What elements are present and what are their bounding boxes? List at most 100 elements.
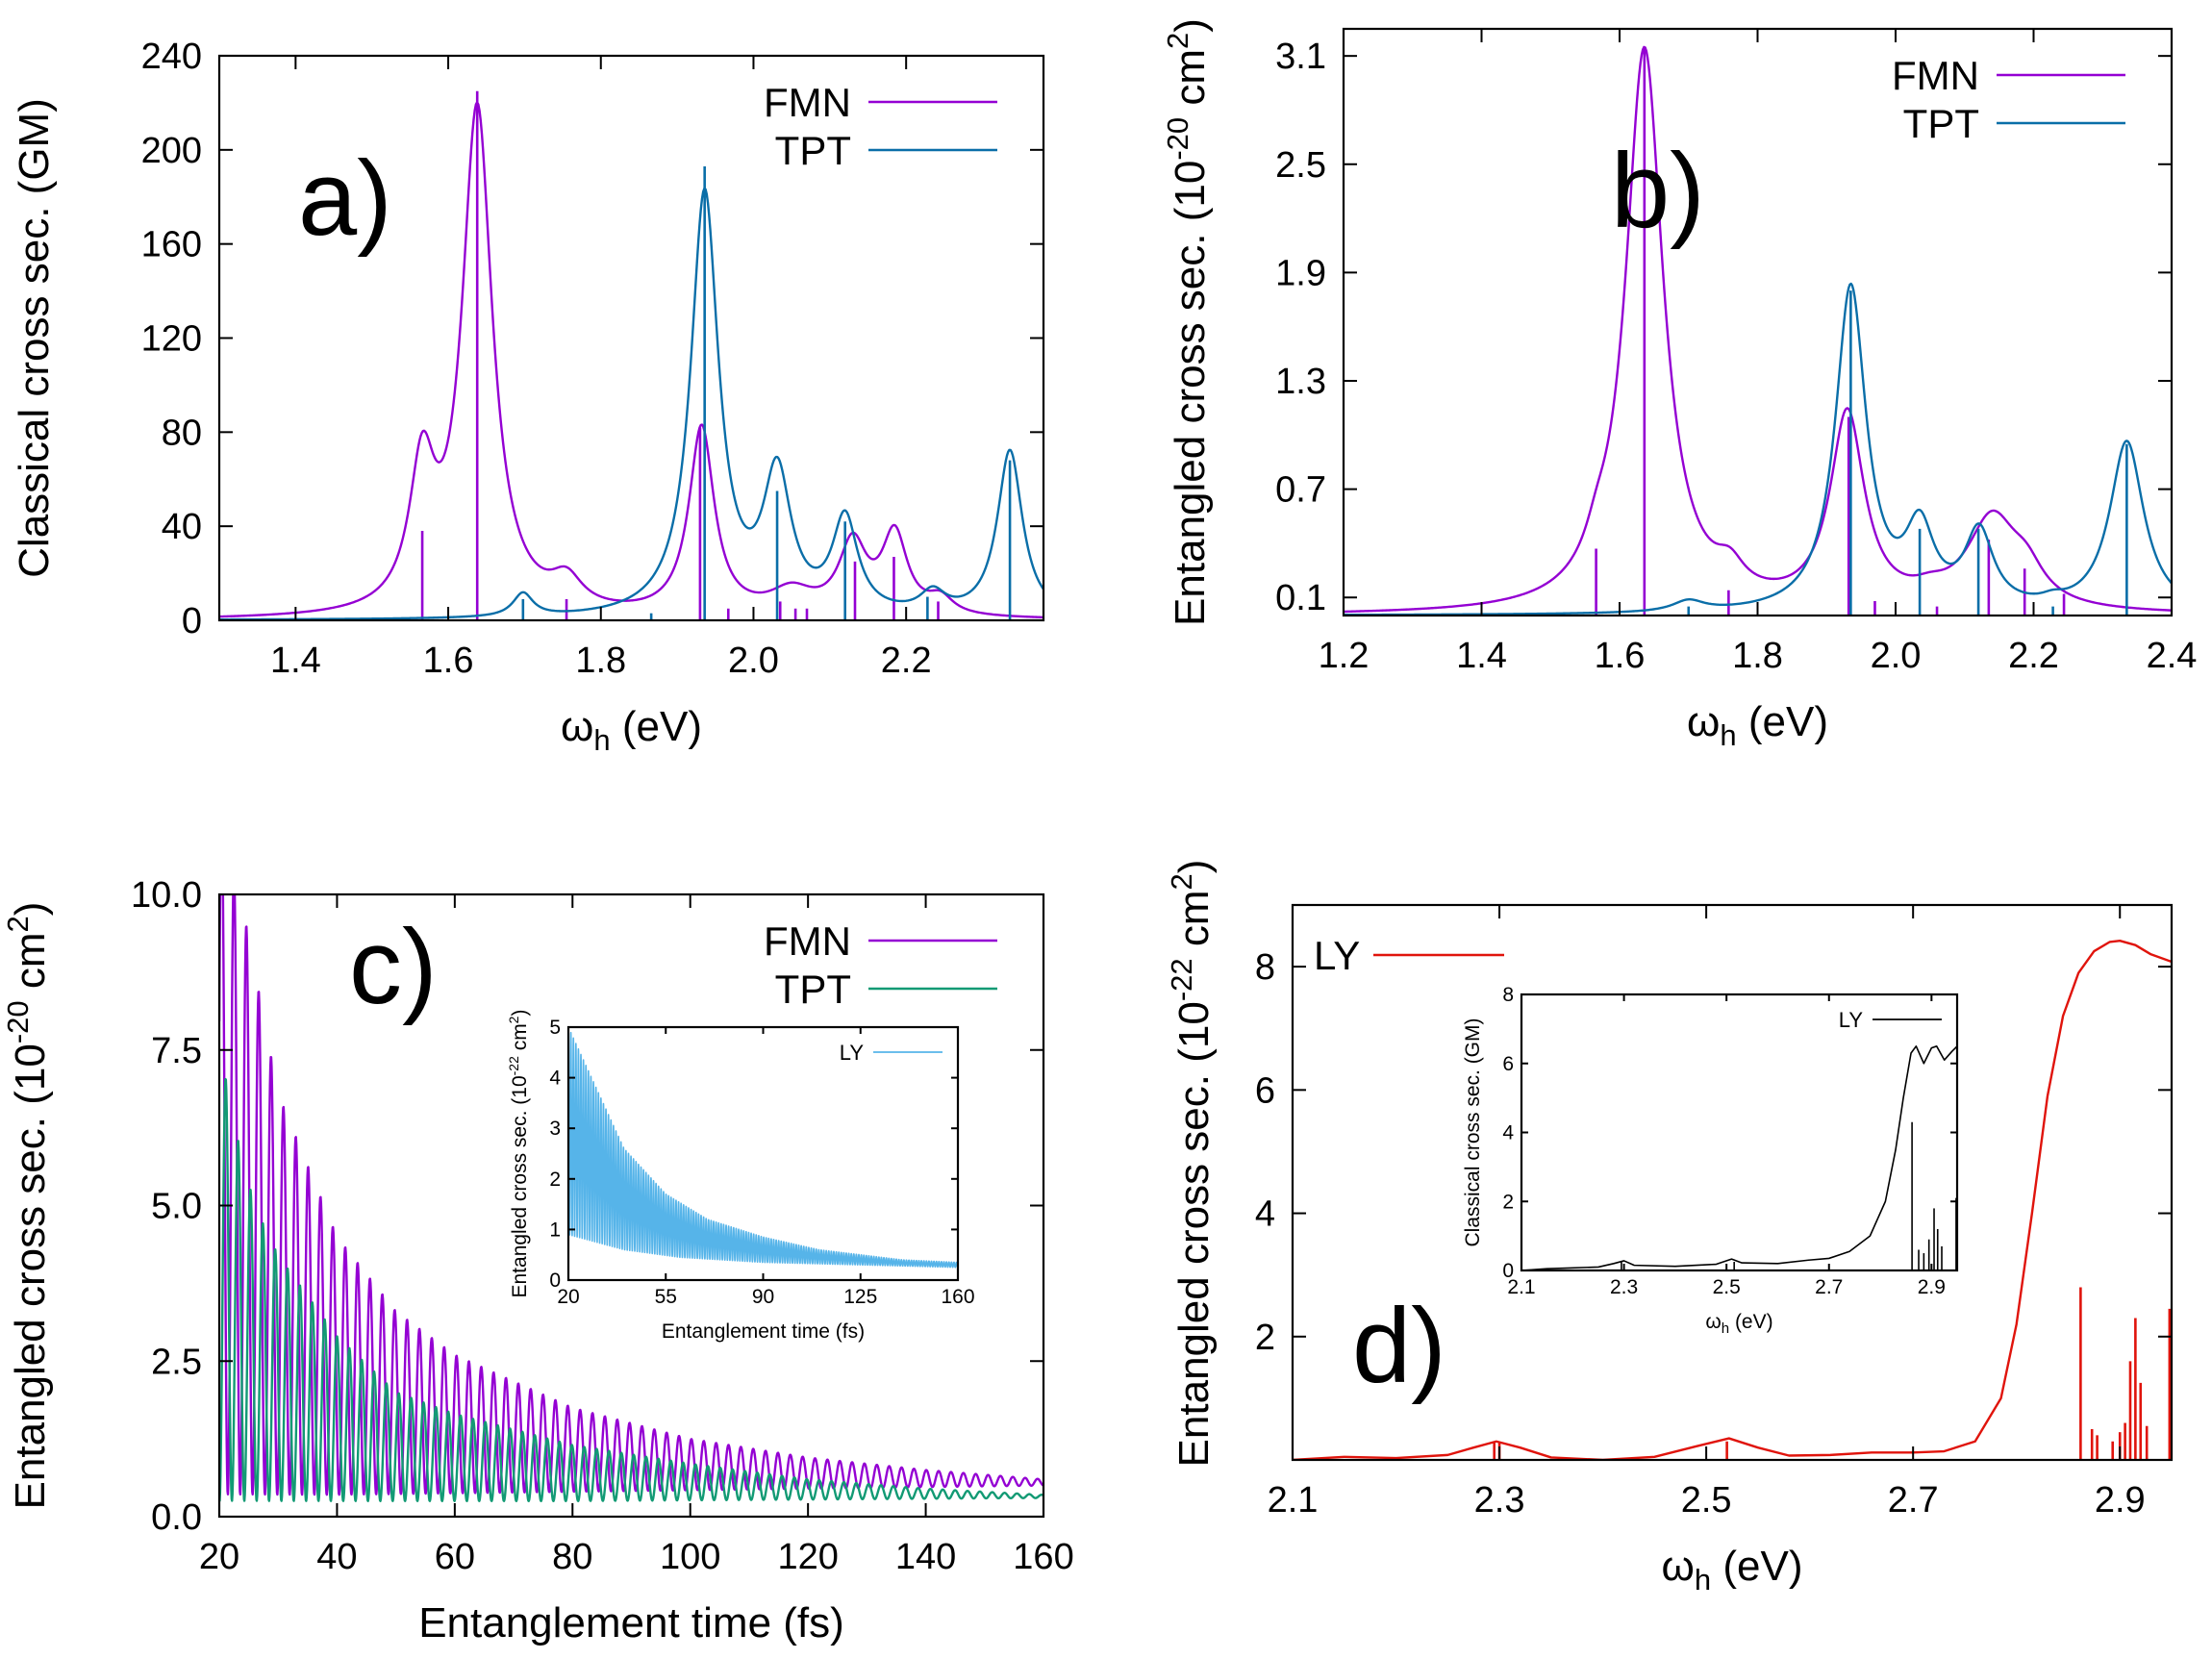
panel-b-x-tick-label: 1.8	[1732, 636, 1783, 676]
panel-a-y-tick-label: 200	[141, 131, 202, 171]
panel-d-inset-y-tick-label: 0	[1502, 1260, 1514, 1282]
panel-d-ly-line	[1293, 939, 2172, 1460]
panel-d-inset-y-tick-label: 2	[1502, 1191, 1514, 1213]
panel-d-inset-y-axis-title: Classical cross sec. (GM)	[1462, 1018, 1484, 1246]
panel-c-inset-y-tick-label: 0	[549, 1269, 561, 1292]
panel-c-inset-y-tick-label: 4	[549, 1068, 561, 1090]
panel-a-legend-label: FMN	[764, 80, 851, 125]
panel-d-inset-x-axis-title: ωh (eV)	[1705, 1311, 1772, 1337]
panel-b-x-tick-label: 2.2	[2008, 636, 2059, 676]
panel-c-inset-x-tick-label: 160	[941, 1286, 974, 1308]
panel-c-x-tick-label: 160	[1013, 1537, 1073, 1577]
panel-d-inset-x-tick-label: 2.1	[1507, 1276, 1535, 1298]
panel-c-inset-series-ly	[568, 1027, 958, 1269]
panel-a-y-tick-label: 120	[141, 319, 202, 360]
panel-c-inset-y-tick-label: 2	[549, 1169, 561, 1191]
panel-c-legend-label: FMN	[764, 918, 851, 964]
panel-a-y-tick-label: 40	[162, 507, 202, 547]
panel-a-y-axis-title: Classical cross sec. (GM)	[11, 98, 58, 578]
panel-d-inset-y-tick-label: 8	[1502, 984, 1514, 1006]
panel-b-x-tick-label: 1.2	[1319, 636, 1370, 676]
panel-b-x-tick-label: 1.4	[1456, 636, 1507, 676]
panel-d-x-tick-label: 2.9	[2095, 1480, 2146, 1521]
panel-c-y-tick-label: 0.0	[151, 1497, 202, 1538]
panel-d-inset-x-tick-label: 2.9	[1918, 1276, 1946, 1298]
panel-b-tpt-line	[1344, 282, 2172, 616]
panel-a-fmn-line	[219, 101, 1043, 619]
panel-d-y-axis-title: Entangled cross sec. (10-22 cm2)	[1165, 860, 1218, 1468]
panel-c-inset-x-axis-title: Entanglement time (fs)	[662, 1320, 865, 1343]
panel-b-y-tick-label: 0.1	[1275, 578, 1326, 618]
panel-b-series-fmn	[1344, 45, 2172, 616]
panel-a-y-tick-label: 160	[141, 225, 202, 265]
panel-c-inset-x-tick-label: 90	[752, 1286, 774, 1308]
panel-b-plot-frame	[1342, 27, 2174, 617]
panel-c-plot-frame	[217, 892, 1045, 1519]
panel-d-legend-label: LY	[1314, 933, 1360, 978]
panel-a-x-tick-label: 2.0	[728, 641, 779, 681]
panel-c-series-tpt	[219, 1077, 1043, 1502]
panel-c-x-tick-label: 80	[552, 1537, 592, 1577]
panel-c-x-tick-label: 100	[660, 1537, 720, 1577]
panel-c-inset-y-axis-title: Entangled cross sec. (10-22 cm2)	[506, 1010, 531, 1298]
panel-c-inset: 20 55 90 125 160 0 1 2 3 4 5 LY Entanglement time (f…	[506, 1010, 975, 1343]
panel-b-panel-label: b)	[1611, 132, 1705, 250]
panel-b-x-axis-title: ωh (eV)	[1687, 698, 1828, 752]
panel-b-series-tpt	[1344, 282, 2172, 616]
panel-d-x-tick-label: 2.5	[1681, 1480, 1732, 1521]
panel-d-inset-y-tick-label: 6	[1502, 1053, 1514, 1075]
panel-a-y-tick-label: 80	[162, 413, 202, 453]
panel-b-y-tick-label: 1.3	[1275, 362, 1326, 402]
panel-b-x-tick-label: 2.4	[2147, 636, 2198, 676]
panel-c-series-fmn	[219, 894, 1043, 1496]
panel-a-panel-label: a)	[298, 139, 392, 258]
panel-a-legend-label: TPT	[775, 128, 851, 173]
panel-c-fmn-line	[219, 894, 1043, 1496]
panel-d-y-tick-label: 4	[1255, 1194, 1275, 1235]
panel-d-x-tick-label: 2.7	[1888, 1480, 1939, 1521]
panel-c-x-tick-label: 120	[777, 1537, 838, 1577]
panel-d-inset-x-tick-label: 2.7	[1815, 1276, 1843, 1298]
panel-d-x-tick-label: 2.1	[1268, 1480, 1319, 1521]
panel-d-series-ly	[1293, 939, 2172, 1460]
panel-a-series-tpt	[219, 165, 1043, 620]
panel-d-y-tick-label: 2	[1255, 1318, 1275, 1358]
panel-a-y-tick-label: 0	[182, 601, 202, 641]
panel-a-plot-frame	[217, 54, 1045, 622]
panel-c-x-axis-title: Entanglement time (fs)	[418, 1599, 844, 1646]
panel-d-inset-background	[1521, 994, 1957, 1270]
panel-c-panel-label: c)	[349, 908, 438, 1026]
panel-c-y-axis-title: Entangled cross sec. (10-20 cm2)	[1, 902, 54, 1510]
panel-b-legend-label: FMN	[1892, 53, 1979, 98]
panel-d-inset-plot-frame	[1520, 993, 1959, 1272]
panel-d-x-tick-label: 2.3	[1474, 1480, 1525, 1521]
panel-d-y-tick-label: 6	[1255, 1070, 1275, 1111]
panel-c-tpt-line	[219, 1077, 1043, 1502]
panel-d-inset: 2.1 2.3 2.5 2.7 2.9 0 2 4 6 8 LY ωh (eV) Classical c…	[1462, 984, 1959, 1337]
panel-b-y-tick-label: 1.9	[1275, 253, 1326, 293]
panel-c-x-tick-label: 20	[199, 1537, 239, 1577]
panel-c-inset-y-tick-label: 3	[549, 1118, 561, 1140]
panel-b-y-tick-label: 2.5	[1275, 145, 1326, 186]
panel-c-y-tick-label: 10.0	[131, 875, 202, 916]
panel-c-x-tick-label: 140	[895, 1537, 956, 1577]
panel-b-y-axis-title: Entangled cross sec. (10-20 cm2)	[1161, 18, 1214, 626]
panel-a-series-fmn	[219, 90, 1043, 620]
panel-c-inset-x-tick-label: 55	[655, 1286, 677, 1308]
panel-c-x-tick-label: 40	[316, 1537, 357, 1577]
panel-c-inset-x-tick-label: 125	[843, 1286, 877, 1308]
panel-a-x-tick-label: 1.8	[575, 641, 626, 681]
panel-c-y-tick-label: 7.5	[151, 1031, 202, 1071]
panel-c-inset-x-tick-label: 20	[557, 1286, 579, 1308]
panel-a-y-tick-label: 240	[141, 37, 202, 77]
panel-d-plot-frame	[1291, 903, 2174, 1462]
panel-d-inset-y-tick-label: 4	[1502, 1122, 1514, 1144]
panel-d-inset-ly-line	[1521, 1045, 1957, 1270]
panel-c: 20 40 60 80 100 120 140 1600.02.55.07.510.0FMNT…	[1, 875, 1074, 1646]
panel-d: 2.1 2.3 2.5 2.7 2.9 2 4 6 8 LY ωh (eV) Entangled cr…	[1165, 860, 2174, 1596]
panel-c-inset-legend-label: LY	[840, 1041, 865, 1065]
panel-d-y-tick-label: 8	[1255, 947, 1275, 988]
panel-b-x-tick-label: 1.6	[1595, 636, 1646, 676]
